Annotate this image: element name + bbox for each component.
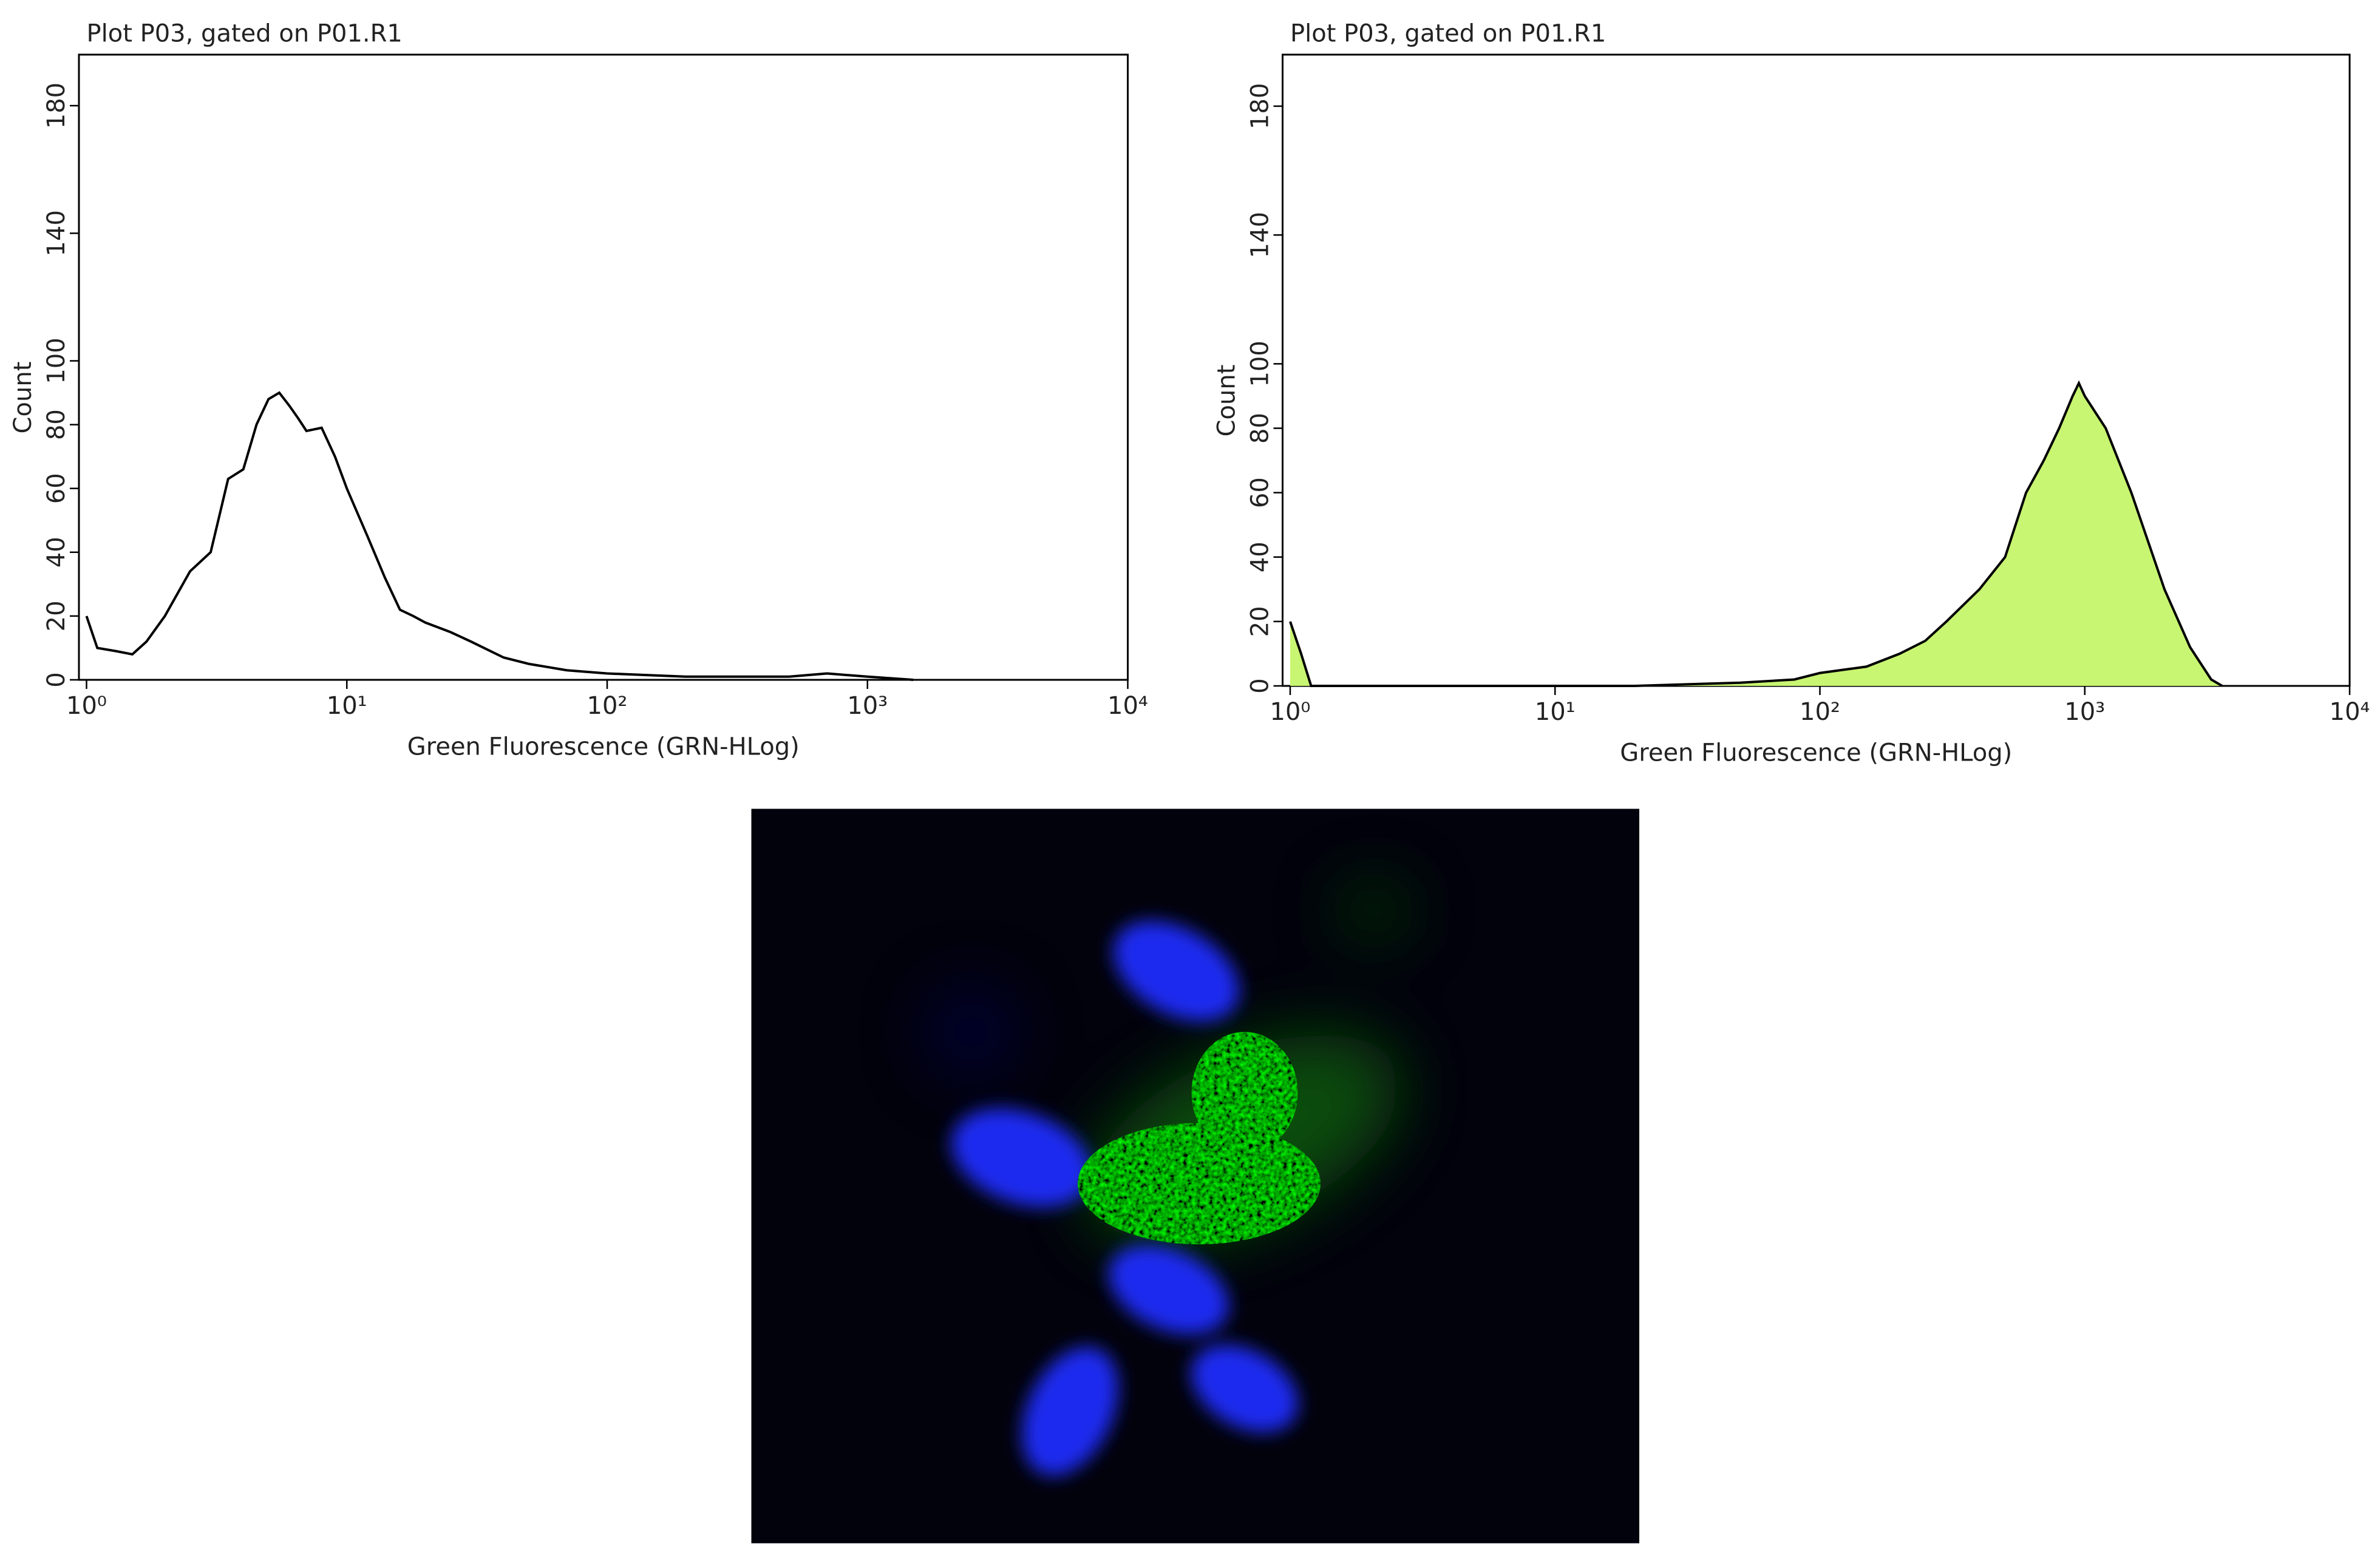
y-tick-label: 60	[1246, 477, 1274, 508]
y-axis-label: Count	[9, 362, 37, 434]
y-tick-label: 180	[1246, 83, 1274, 129]
chart-title: Plot P03, gated on P01.R1	[87, 20, 403, 48]
x-tick-label: 10⁰	[1270, 698, 1311, 726]
micrograph	[751, 809, 1639, 1544]
y-tick-label: 140	[1246, 212, 1274, 258]
x-axis-label: Green Fluorescence (GRN-HLog)	[1620, 739, 2012, 767]
x-tick-label: 10²	[587, 692, 628, 720]
plot-frame	[1281, 53, 2351, 687]
x-tick-label: 10³	[2064, 698, 2105, 726]
x-tick-label: 10¹	[327, 692, 367, 720]
chart: Plot P03, gated on P01.R1 Green Fluoresce…	[9, 20, 1148, 761]
y-axis-label: Count	[1213, 365, 1241, 437]
y-tick-label: 140	[42, 210, 70, 256]
plot-frame	[78, 53, 1129, 681]
chart: Plot P03, gated on P01.R1 Green Fluoresce…	[1213, 20, 2370, 767]
y-tick-label: 100	[42, 337, 70, 384]
x-tick-label: 10⁰	[66, 692, 107, 720]
chart-title: Plot P03, gated on P01.R1	[1290, 20, 1606, 48]
y-tick-label: 60	[42, 473, 70, 504]
x-tick-label: 10⁴	[2330, 698, 2370, 726]
x-tick-label: 10³	[847, 692, 888, 720]
histogram-line	[1289, 380, 2223, 687]
y-tick-label: 80	[1246, 413, 1274, 444]
y-tick-label: 0	[1246, 678, 1274, 693]
y-tick-label: 0	[42, 672, 70, 687]
x-tick-label: 10⁴	[1107, 692, 1148, 720]
y-tick-label: 100	[1246, 341, 1274, 387]
y-tick-label: 20	[42, 600, 70, 631]
x-tick-label: 10²	[1800, 698, 1840, 726]
x-tick-label: 10¹	[1535, 698, 1576, 726]
histogram-area	[1290, 383, 2222, 686]
y-tick-label: 20	[1246, 606, 1274, 637]
x-axis-label: Green Fluorescence (GRN-HLog)	[407, 733, 800, 761]
y-tick-label: 40	[42, 537, 70, 568]
y-tick-label: 40	[1246, 541, 1274, 572]
y-tick-label: 80	[42, 409, 70, 440]
y-tick-label: 180	[42, 83, 70, 129]
histogram-line	[85, 391, 914, 681]
